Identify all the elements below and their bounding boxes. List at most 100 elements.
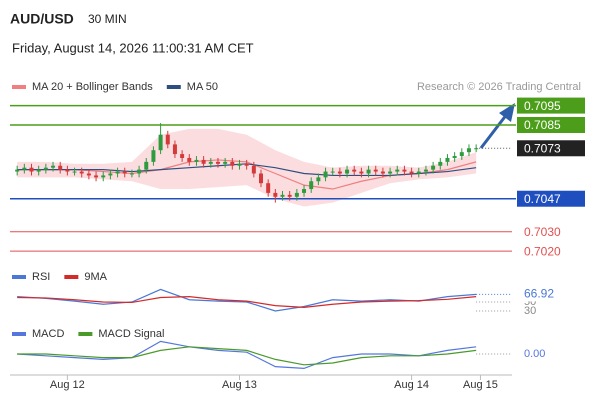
candle-body — [395, 169, 400, 172]
candle-body — [58, 165, 63, 170]
candle-body — [43, 167, 48, 170]
value-label: 66.92 — [524, 287, 554, 301]
candle-body — [137, 169, 142, 174]
candle-body — [194, 159, 199, 162]
candle-body — [273, 192, 278, 197]
level-label: 0.7085 — [524, 118, 561, 132]
symbol: AUD/USD — [10, 11, 74, 27]
candle-body — [409, 171, 414, 174]
legend-swatch — [12, 332, 26, 336]
y-tick-label: 30 — [524, 305, 536, 317]
candle-body — [101, 175, 106, 178]
candle-body — [201, 159, 206, 164]
level-label: 0.7047 — [524, 192, 561, 206]
legend-swatch — [64, 275, 79, 279]
credit: Research © 2026 Trading Central — [417, 81, 581, 93]
candle-body — [144, 161, 149, 170]
candle-body — [223, 161, 228, 164]
legend-label: MACD — [32, 328, 64, 340]
candle-body — [359, 171, 364, 174]
legend-label: 9MA — [84, 271, 107, 283]
candle-body — [323, 171, 328, 178]
level-label-box — [517, 140, 585, 157]
candle-body — [72, 171, 77, 173]
candle-body — [423, 169, 428, 172]
candle-body — [172, 144, 177, 155]
legend-swatch — [166, 85, 181, 89]
candle-body — [366, 169, 371, 174]
candle-body — [259, 173, 263, 184]
value-label-bg — [518, 287, 558, 302]
indicator-line — [17, 295, 477, 309]
trend-arrow — [479, 113, 509, 149]
legend-label: MA 50 — [187, 81, 218, 93]
level-label-box — [517, 190, 585, 207]
level-label: 0.7095 — [524, 99, 561, 113]
candle-body — [330, 171, 335, 173]
candle-body — [309, 181, 314, 190]
level-label: 0.7020 — [524, 244, 561, 258]
candle-body — [151, 150, 156, 162]
candle-body — [158, 134, 163, 151]
candle-body — [302, 189, 307, 193]
candle-body — [208, 161, 213, 164]
indicator-line — [17, 346, 477, 366]
candle-body — [215, 161, 220, 164]
candle-body — [466, 148, 471, 153]
candle-body — [187, 157, 192, 162]
candle-body — [29, 167, 34, 172]
candle-body — [316, 177, 321, 182]
candle-body — [431, 165, 436, 170]
indicator-line — [17, 288, 477, 312]
candle-body — [280, 194, 285, 197]
timestamp: Friday, August 14, 2026 11:00:31 AM CET — [12, 40, 254, 55]
candle-body — [251, 165, 256, 174]
candle-body — [438, 161, 443, 166]
candle-body — [287, 194, 292, 197]
y-tick-label: 0.00 — [524, 348, 545, 360]
x-tick-label: Aug 13 — [222, 379, 257, 391]
candle-body — [352, 169, 357, 172]
legend-swatch — [78, 332, 93, 336]
candle-body — [79, 171, 84, 174]
candle-body — [51, 165, 56, 168]
candle-body — [22, 167, 27, 170]
x-tick-label: Aug 12 — [50, 379, 85, 391]
candle-body — [452, 156, 457, 158]
interval: 30 MIN — [88, 12, 127, 26]
candle-body — [129, 173, 134, 175]
legend-swatch — [12, 275, 26, 279]
candle-body — [65, 169, 70, 172]
candle-body — [402, 169, 407, 172]
candle-body — [230, 161, 235, 166]
candle-body — [108, 173, 113, 176]
candle-body — [388, 171, 393, 174]
candle-body — [416, 171, 421, 174]
candle-body — [459, 152, 464, 157]
trend-arrow-head — [499, 103, 515, 122]
candle-body — [474, 148, 479, 150]
candle-body — [115, 171, 120, 174]
candle-body — [294, 192, 299, 197]
level-label: 0.7030 — [524, 225, 561, 239]
candle-body — [165, 134, 170, 145]
legend-label: MA 20 + Bollinger Bands — [32, 81, 153, 93]
level-label-box — [517, 116, 585, 133]
legend-label: RSI — [32, 271, 50, 283]
legend-swatch — [12, 85, 26, 89]
candle-body — [345, 169, 350, 174]
candle-body — [266, 183, 271, 193]
level-label: 0.7073 — [524, 141, 561, 155]
candle-body — [337, 171, 342, 174]
candle-body — [94, 175, 99, 178]
candle-body — [180, 154, 185, 158]
legend-label: MACD Signal — [98, 328, 164, 340]
candle-body — [373, 169, 378, 172]
x-tick-label: Aug 14 — [394, 379, 429, 391]
candle-body — [237, 163, 242, 166]
candle-body — [15, 169, 20, 172]
level-label-box — [517, 97, 585, 114]
candle-body — [122, 171, 127, 174]
indicator-line — [17, 340, 477, 370]
